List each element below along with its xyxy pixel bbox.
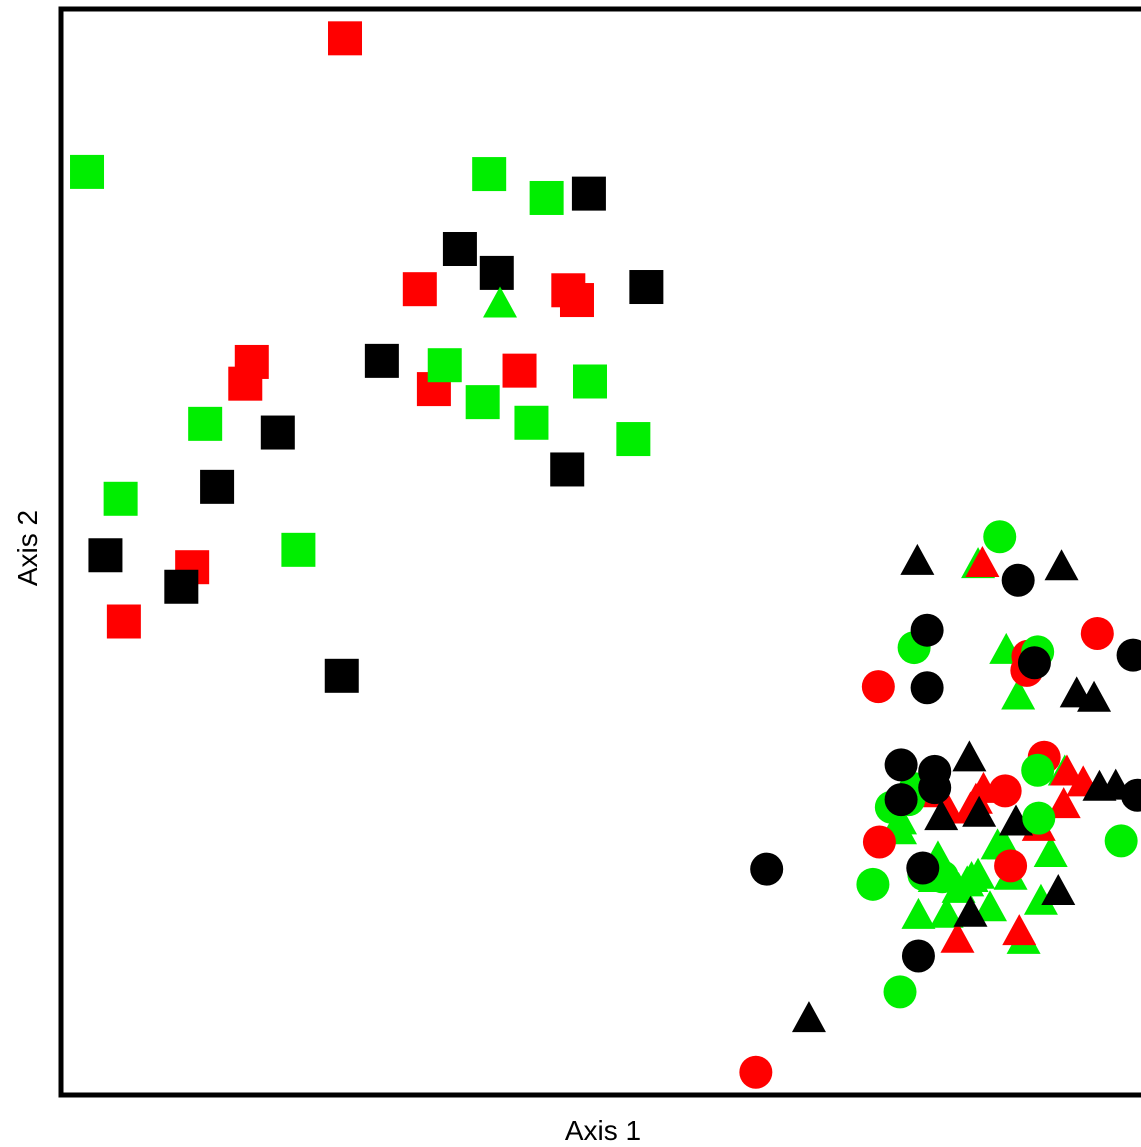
- point-black-square-2: [442, 232, 477, 267]
- point-green-circle-9: [1104, 824, 1138, 858]
- point-black-circle-13: [901, 939, 935, 973]
- point-green-triangle-4: [1001, 678, 1036, 710]
- point-red-square-10: [106, 604, 141, 639]
- point-green-triangle-1: [483, 286, 518, 318]
- point-black-square-7: [550, 452, 585, 487]
- point-green-square-3: [529, 180, 564, 215]
- point-black-square-11: [324, 658, 359, 693]
- point-green-square-1: [70, 154, 105, 189]
- y-axis-label: Axis 2: [12, 510, 43, 586]
- point-red-triangle-1: [965, 546, 1000, 578]
- point-black-triangle-11: [1041, 874, 1076, 906]
- point-red-circle-8: [739, 1055, 773, 1089]
- point-green-square-7: [514, 405, 549, 440]
- point-green-triangle-20: [901, 897, 936, 929]
- point-black-circle-11: [906, 851, 940, 885]
- point-green-triangle-11: [1033, 835, 1068, 867]
- point-red-triangle-10: [1002, 914, 1037, 946]
- point-red-triangle-9: [940, 921, 975, 953]
- point-black-triangle-2: [1044, 549, 1079, 581]
- point-green-circle-7: [1021, 753, 1055, 787]
- point-black-square-5: [364, 343, 399, 378]
- point-black-square-10: [164, 569, 199, 604]
- point-red-square-6: [228, 366, 263, 401]
- point-black-square-9: [88, 538, 123, 573]
- point-black-triangle-4: [1077, 680, 1112, 712]
- point-red-square-1: [328, 21, 363, 56]
- point-green-square-2: [472, 157, 507, 192]
- point-black-square-1: [571, 176, 606, 211]
- point-green-triangle-19: [1023, 883, 1058, 915]
- point-black-triangle-12: [953, 895, 988, 927]
- point-black-circle-5: [910, 671, 944, 705]
- point-black-triangle-5: [952, 740, 987, 772]
- data-points: [70, 21, 1141, 1089]
- point-green-triangle-22: [950, 865, 985, 897]
- point-green-square-11: [281, 532, 316, 567]
- point-green-circle-12: [856, 867, 890, 901]
- point-black-triangle-10: [924, 799, 959, 831]
- point-green-triangle-17: [929, 896, 964, 928]
- point-black-circle-2: [910, 613, 944, 647]
- point-red-triangle-2: [1049, 754, 1084, 786]
- point-red-triangle-7: [1046, 787, 1081, 819]
- point-black-circle-10: [1120, 778, 1141, 812]
- point-green-triangle-18: [972, 890, 1007, 922]
- point-green-square-6: [465, 385, 500, 420]
- point-black-square-3: [479, 255, 514, 290]
- point-black-square-8: [200, 469, 235, 504]
- point-green-circle-13: [883, 975, 917, 1009]
- point-black-circle-6: [884, 748, 918, 782]
- point-black-triangle-13: [791, 1001, 826, 1033]
- point-green-square-5: [572, 364, 607, 399]
- point-black-circle-4: [1116, 638, 1141, 672]
- point-green-circle-1: [983, 520, 1017, 554]
- point-black-square-4: [629, 270, 664, 305]
- point-red-circle-2: [1080, 616, 1114, 650]
- point-black-circle-12: [750, 852, 784, 886]
- point-black-triangle-1: [900, 543, 935, 575]
- point-black-circle-1: [1001, 563, 1035, 597]
- point-green-square-10: [103, 481, 138, 516]
- point-red-square-4: [559, 283, 594, 318]
- point-green-circle-8: [1022, 801, 1056, 835]
- point-red-circle-6: [994, 849, 1028, 883]
- point-green-square-8: [188, 406, 223, 441]
- point-black-square-6: [260, 415, 295, 450]
- point-black-circle-9: [884, 783, 918, 817]
- x-axis-label: Axis 1: [565, 1115, 641, 1146]
- point-red-square-8: [502, 353, 537, 388]
- point-red-square-2: [402, 272, 437, 307]
- point-red-circle-9: [988, 774, 1022, 808]
- point-green-square-9: [616, 422, 651, 457]
- point-red-circle-1: [861, 670, 895, 704]
- point-red-circle-7: [862, 825, 896, 859]
- plot-frame: [58, 6, 1141, 1098]
- point-black-circle-3: [1017, 646, 1051, 680]
- point-green-square-4: [427, 348, 462, 383]
- point-black-triangle-7: [999, 804, 1034, 836]
- point-black-triangle-6: [962, 795, 997, 827]
- point-black-circle-8: [918, 771, 952, 805]
